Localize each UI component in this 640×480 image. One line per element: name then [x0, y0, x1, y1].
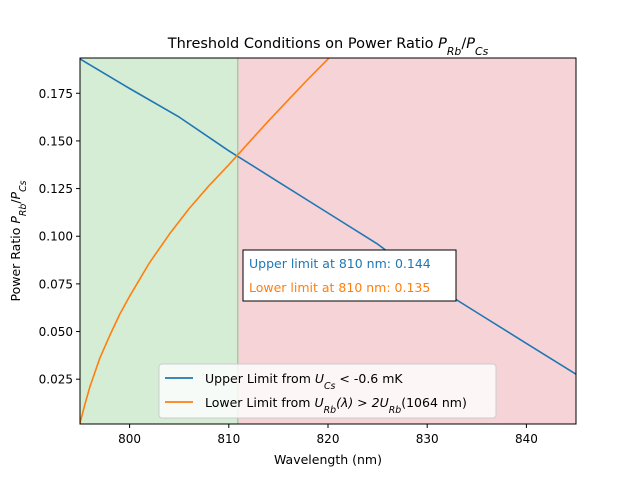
x-tick-label: 800 [118, 432, 141, 446]
upper-limit-annotation: Upper limit at 810 nm: 0.144 [249, 256, 431, 271]
lower-limit-line [80, 58, 330, 424]
legend-label-part: Rb [389, 405, 402, 416]
y-tick-label: 0.125 [39, 182, 73, 196]
legend-lower-limit-label: Lower Limit from URb(λ) > 2URb(1064 nm) [205, 395, 467, 416]
legend-label-part: Cs [324, 381, 336, 392]
legend-label-part: (λ) > 2 [336, 395, 380, 410]
chart-title-part: / [461, 36, 466, 52]
series-group [80, 58, 576, 424]
chart-title-part: P [466, 36, 475, 52]
chart-title-part: P [438, 36, 447, 52]
y-axis-label: Power Ratio PRb/PCs [8, 180, 29, 301]
chart-title-part: Rb [447, 45, 462, 58]
upper-limit-line [80, 58, 576, 375]
chart-title-part: Cs [475, 45, 489, 58]
y-tick-label: 0.025 [39, 373, 73, 387]
y-axis-label-part: Power Ratio [8, 224, 23, 302]
x-tick-label: 810 [217, 432, 240, 446]
x-tick-label: 840 [515, 432, 538, 446]
y-axis-label-part: P [8, 191, 23, 199]
chart-title-part: Threshold Conditions on Power Ratio [167, 36, 438, 52]
y-tick-label: 0.050 [39, 325, 73, 339]
chart-title: Threshold Conditions on Power Ratio PRb/… [167, 36, 489, 58]
legend-label-part: U [380, 395, 389, 410]
legend-label-part: < -0.6 mK [335, 371, 403, 386]
x-tick-label: 820 [317, 432, 340, 446]
y-tick-label: 0.100 [39, 230, 73, 244]
y-tick-label: 0.075 [39, 277, 73, 291]
legend-box [158, 363, 497, 419]
y-axis-label-part: Rb [18, 204, 29, 217]
legend-label-part: Rb [324, 405, 337, 416]
valid-region-band [80, 58, 238, 424]
legend-label-part: (1064 nm) [401, 395, 467, 410]
legend-upper-limit-label: Upper Limit from UCs < -0.6 mK [205, 371, 403, 392]
invalid-region-band [237, 58, 576, 424]
y-axis-label-part: P [8, 216, 23, 224]
x-tick-label: 830 [416, 432, 439, 446]
y-tick-label: 0.175 [39, 87, 73, 101]
y-axis-label-part: / [8, 199, 23, 204]
lower-limit-annotation: Lower limit at 810 nm: 0.135 [249, 280, 430, 295]
legend-label-part: Upper Limit from [205, 371, 315, 386]
legend-label-part: U [314, 395, 323, 410]
annotation-box [242, 249, 457, 302]
legend-label-part: U [315, 371, 324, 386]
legend-label-part: Lower Limit from [205, 395, 314, 410]
x-axis-label: Wavelength (nm) [274, 452, 382, 467]
y-tick-label: 0.150 [39, 134, 73, 148]
y-axis-label-part: Cs [18, 180, 29, 192]
